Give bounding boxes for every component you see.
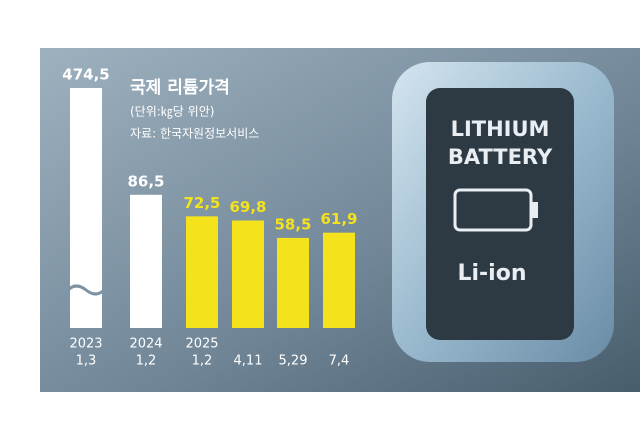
chart-subtitle: (단위:㎏당 위안) [130,105,214,119]
bar [70,88,102,328]
axis-break [66,284,106,296]
x-tick-year: 2024 [129,337,162,352]
x-tick-label: 7,4 [329,354,350,369]
bar [130,194,162,328]
x-tick-year: 2025 [185,337,218,352]
x-tick-label: 4,11 [234,354,263,369]
bar [186,216,218,328]
value-label: 474,5 [62,66,109,84]
bar [232,220,264,328]
battery-icon-tip [531,202,538,218]
value-label: 72,5 [183,194,220,212]
value-label: 61,9 [320,210,357,228]
x-tick-year: 2023 [69,337,102,352]
battery-body [426,88,574,340]
battery-text: BATTERY [448,145,553,169]
x-tick-label: 1,3 [76,354,97,369]
battery-text: LITHIUM [451,117,550,141]
chart-title: 국제 리튬가격 [130,78,230,98]
bar [323,232,355,328]
value-label: 58,5 [274,215,311,233]
value-label: 69,8 [229,198,266,216]
x-tick-label: 1,2 [192,354,213,369]
battery-text: Li-ion [457,261,526,286]
battery-photo: LITHIUM BATTERY Li-ion [392,62,614,362]
chart-source: 자료: 한국자원정보서비스 [130,127,259,141]
x-tick-label: 1,2 [136,354,157,369]
bar [277,237,309,328]
value-label: 86,5 [127,172,164,190]
x-tick-label: 5,29 [279,354,308,369]
